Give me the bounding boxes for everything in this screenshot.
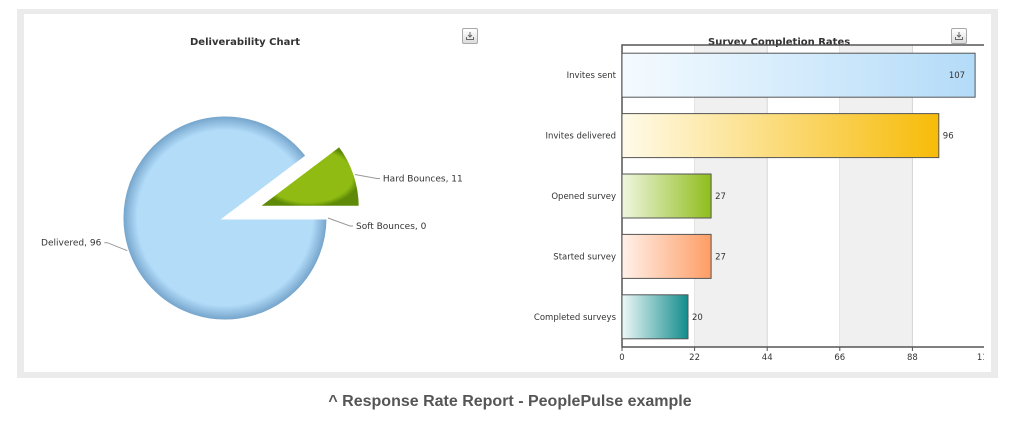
bar-chart-title: Survey Completion Rates: [708, 37, 851, 48]
pie-data-label: Delivered, 96: [41, 239, 102, 249]
charts-panel: Deliverability Chart Survey Completion R…: [24, 14, 991, 372]
x-tick-label: 66: [834, 353, 845, 363]
category-label: Started survey: [553, 252, 616, 262]
pie-export-button[interactable]: [462, 28, 478, 44]
download-icon: [955, 32, 963, 40]
completion-bar-chart: 0 22 44 66 88 110 Invites sent 107 Invites deliv…: [534, 44, 984, 363]
category-label: Invites delivered: [545, 132, 616, 142]
category-label: Invites sent: [567, 71, 617, 81]
deliverability-pie-chart: Delivered, 96 Hard Bounces, 11 Soft Bounce…: [41, 113, 463, 323]
pie-data-label: Soft Bounces, 0: [356, 222, 427, 232]
bar-data-label: 27: [715, 252, 726, 262]
bar-started-survey: [621, 233, 712, 279]
category-label: Opened survey: [551, 192, 616, 202]
x-tick-label: 44: [762, 353, 773, 363]
pie-leader-line: [354, 174, 380, 180]
bar-invites-sent: [621, 52, 976, 98]
pie-leader-line: [327, 217, 353, 227]
x-tick-label: 110: [977, 353, 984, 363]
pie-chart-title: Deliverability Chart: [190, 37, 301, 48]
figure-caption: ^ Response Rate Report - PeoplePulse exa…: [328, 393, 692, 410]
bar-data-label: 27: [715, 192, 726, 202]
pie-leader-line: [104, 242, 128, 252]
x-tick-label: 22: [689, 353, 700, 363]
bar-opened-survey: [621, 173, 712, 219]
bar-export-button[interactable]: [951, 28, 967, 44]
download-icon: [466, 32, 474, 40]
bar-completed-surveys: [621, 294, 689, 340]
pie-slice-hard-bounces: [252, 143, 362, 209]
x-tick-label: 88: [907, 353, 918, 363]
bar-data-label: 20: [692, 313, 703, 323]
x-tick-label: 0: [619, 353, 624, 363]
bar-data-label: 96: [943, 132, 954, 142]
bar-data-label: 107: [949, 71, 965, 81]
category-label: Completed surveys: [534, 313, 617, 323]
bar-invites-delivered: [621, 113, 940, 159]
pie-data-label: Hard Bounces, 11: [383, 175, 463, 185]
